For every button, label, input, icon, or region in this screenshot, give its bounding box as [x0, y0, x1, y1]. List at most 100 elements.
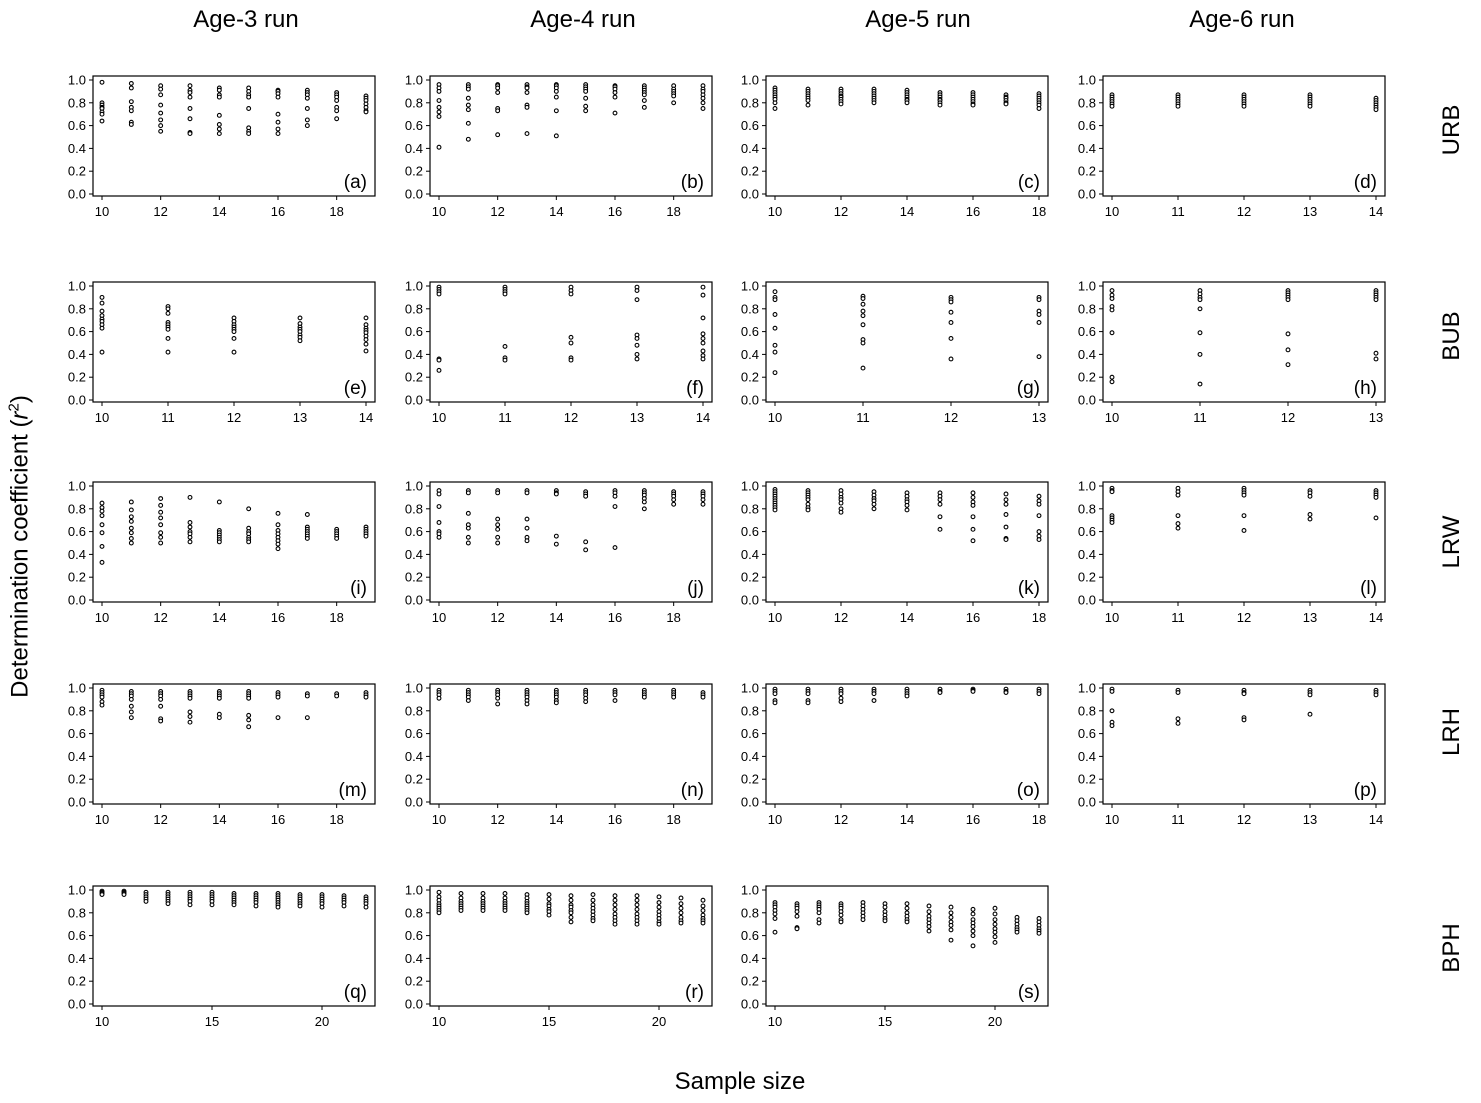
- data-point: [465, 698, 471, 703]
- data-point: [700, 694, 706, 700]
- data-point: [772, 916, 778, 921]
- column-title-age-3: Age-3 run: [193, 6, 299, 33]
- data-point: [634, 297, 640, 303]
- data-point: [187, 106, 193, 111]
- y-tick-label: 0.0: [405, 795, 423, 810]
- data-point: [524, 516, 530, 522]
- data-point: [297, 903, 303, 909]
- data-point: [671, 501, 677, 507]
- data-point: [1036, 529, 1042, 535]
- data-point: [656, 921, 662, 927]
- panel-g: 0.0 0.2 0.4 0.6 0.8 1.0 10 11 12 13 (g): [741, 279, 1049, 425]
- y-tick-label: 1.0: [741, 73, 759, 88]
- data-point: [860, 301, 866, 307]
- data-point: [1109, 489, 1115, 495]
- data-point: [871, 506, 877, 512]
- y-tick-label: 0.4: [68, 347, 86, 362]
- data-point: [334, 535, 340, 541]
- data-point: [970, 928, 976, 934]
- data-point: [128, 80, 134, 86]
- data-point: [948, 904, 954, 910]
- panel-b: 0.0 0.2 0.4 0.6 0.8 1.0 10 12 14 16 18(b): [405, 73, 713, 219]
- y-tick-label: 0.0: [1078, 393, 1096, 408]
- data-point: [275, 119, 281, 125]
- data-point: [700, 292, 706, 298]
- data-point: [436, 910, 442, 916]
- panel-a: 0.0 0.2 0.4 0.6 0.8 1.0 10 12 14 16 18(a): [68, 73, 376, 219]
- data-point: [436, 98, 442, 103]
- data-point: [216, 126, 222, 132]
- panel-r: 0.0 0.2 0.4 0.6 0.8 1.0 10 15 20 (r): [405, 883, 713, 1029]
- data-point: [99, 308, 105, 314]
- data-point: [656, 894, 662, 900]
- data-point: [583, 493, 589, 499]
- y-tick-label: 0.6: [1078, 118, 1096, 133]
- data-point: [465, 107, 471, 113]
- plot-frame: [1102, 281, 1386, 403]
- data-point: [794, 909, 800, 915]
- data-point: [772, 691, 778, 697]
- panel-i: 0.0 0.2 0.4 0.6 0.8 1.0 10 12 14 16 18 (i): [68, 479, 376, 625]
- y-tick-label: 1.0: [1078, 73, 1096, 88]
- y-tick-label: 0.0: [68, 997, 86, 1012]
- panel-o: 0.0 0.2 0.4 0.6 0.8 1.0 10 12 14 16 18 (o): [741, 681, 1049, 827]
- data-point: [465, 490, 471, 496]
- data-point: [187, 539, 193, 545]
- data-point: [128, 530, 134, 536]
- data-point: [1175, 521, 1181, 527]
- data-point: [583, 95, 589, 101]
- data-point: [1109, 307, 1115, 313]
- data-point: [465, 534, 471, 540]
- data-point: [121, 892, 127, 898]
- data-point: [363, 315, 369, 321]
- data-point: [700, 340, 706, 346]
- data-point: [363, 109, 369, 115]
- data-point: [612, 893, 618, 899]
- data-point: [253, 903, 259, 909]
- row-title-bph: BPH: [1438, 923, 1465, 973]
- data-point: [948, 299, 954, 305]
- data-point: [1285, 362, 1291, 368]
- data-point: [187, 83, 193, 89]
- panel-f: 0.0 0.2 0.4 0.6 0.8 1.0 10 11 12 13 14 (f): [405, 279, 713, 425]
- data-point: [143, 898, 149, 904]
- data-point: [99, 530, 105, 536]
- data-point: [524, 104, 530, 110]
- data-point: [838, 101, 844, 107]
- data-point: [612, 921, 618, 927]
- data-point: [970, 933, 976, 939]
- data-point: [805, 700, 811, 706]
- y-tick-label: 0.6: [741, 726, 759, 741]
- panel-label: (s): [1018, 982, 1040, 1003]
- data-point: [590, 892, 596, 898]
- data-point: [99, 513, 105, 519]
- y-tick-label: 1.0: [68, 279, 86, 294]
- data-point: [1197, 381, 1203, 387]
- data-point: [838, 919, 844, 925]
- y-tick-label: 0.8: [1078, 501, 1096, 516]
- data-point: [363, 694, 369, 700]
- data-point: [99, 300, 105, 306]
- data-point: [1241, 717, 1247, 723]
- panel-label: (d): [1354, 172, 1377, 193]
- data-point: [678, 901, 684, 907]
- data-point: [1175, 720, 1181, 726]
- data-point: [304, 512, 310, 517]
- panel-l: 0.0 0.2 0.4 0.6 0.8 1.0 10 11 12 13 14 (l): [1078, 479, 1386, 625]
- data-point: [158, 128, 164, 134]
- data-point: [458, 908, 464, 913]
- x-tick-label: 12: [834, 204, 848, 219]
- data-point: [948, 356, 954, 362]
- data-point: [246, 506, 252, 512]
- data-point: [860, 917, 866, 923]
- data-point: [772, 106, 778, 111]
- data-point: [465, 525, 471, 531]
- plot-frame: [429, 75, 713, 197]
- x-tick-label: 11: [498, 410, 512, 425]
- data-point: [671, 497, 677, 503]
- data-point: [970, 526, 976, 532]
- data-point: [1036, 537, 1042, 543]
- data-point: [465, 510, 471, 516]
- data-point: [1109, 688, 1115, 694]
- y-tick-label: 0.6: [741, 118, 759, 133]
